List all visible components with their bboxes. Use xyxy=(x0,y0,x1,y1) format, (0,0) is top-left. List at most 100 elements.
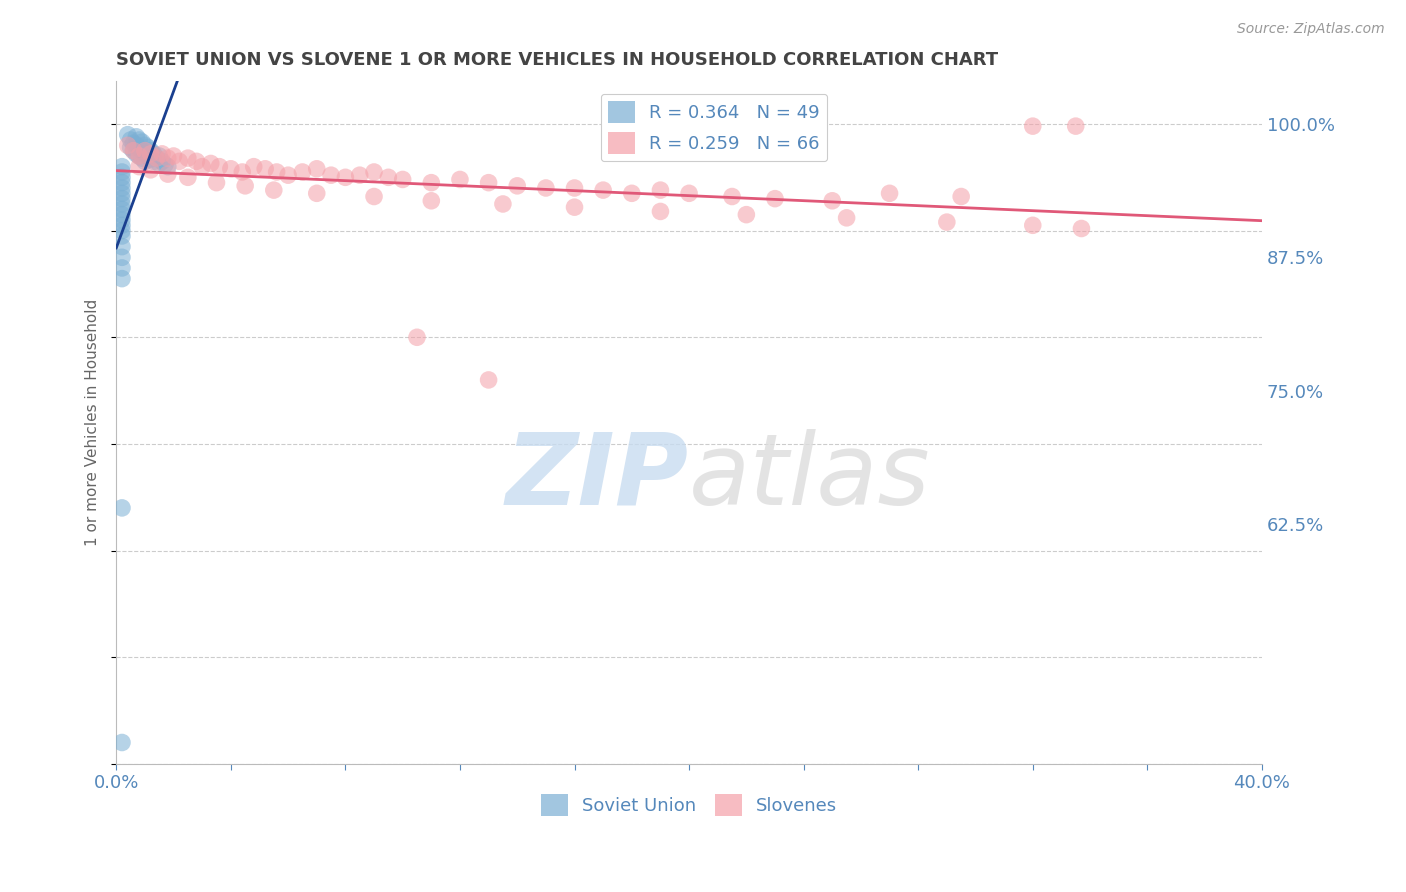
Text: SOVIET UNION VS SLOVENE 1 OR MORE VEHICLES IN HOUSEHOLD CORRELATION CHART: SOVIET UNION VS SLOVENE 1 OR MORE VEHICL… xyxy=(117,51,998,69)
Point xyxy=(125,146,148,161)
Point xyxy=(134,138,156,153)
Point xyxy=(111,170,134,185)
Point xyxy=(650,183,672,197)
Point xyxy=(169,154,191,169)
Point xyxy=(478,373,501,387)
Point xyxy=(134,146,156,161)
Point xyxy=(142,154,165,169)
Point xyxy=(277,168,299,182)
Point xyxy=(156,151,179,165)
Point xyxy=(156,160,179,174)
Point xyxy=(200,156,222,170)
Point xyxy=(242,160,264,174)
Point xyxy=(406,330,429,344)
Point xyxy=(233,178,256,193)
Point xyxy=(134,154,156,169)
Point xyxy=(150,154,173,169)
Y-axis label: 1 or more Vehicles in Household: 1 or more Vehicles in Household xyxy=(86,299,100,546)
Text: atlas: atlas xyxy=(689,429,931,525)
Point xyxy=(1022,219,1045,233)
Legend: Soviet Union, Slovenes: Soviet Union, Slovenes xyxy=(534,787,845,823)
Point xyxy=(254,161,277,176)
Point xyxy=(177,170,200,185)
Point xyxy=(449,172,471,186)
Point xyxy=(111,192,134,206)
Point xyxy=(950,189,973,203)
Point xyxy=(349,168,371,182)
Point xyxy=(156,167,179,181)
Point xyxy=(564,200,586,214)
Point xyxy=(219,161,242,176)
Point xyxy=(266,165,288,179)
Point xyxy=(131,151,153,165)
Point xyxy=(128,133,150,147)
Point xyxy=(148,149,170,163)
Point xyxy=(506,178,529,193)
Point xyxy=(420,176,443,190)
Point xyxy=(153,157,176,171)
Point xyxy=(111,735,134,749)
Point xyxy=(111,239,134,253)
Point xyxy=(721,189,744,203)
Point xyxy=(363,189,385,203)
Point xyxy=(120,133,142,147)
Point xyxy=(134,144,156,158)
Point xyxy=(131,135,153,149)
Point xyxy=(136,140,159,154)
Point xyxy=(208,160,231,174)
Point xyxy=(335,170,357,185)
Point xyxy=(377,170,399,185)
Point xyxy=(111,229,134,244)
Point xyxy=(122,144,145,158)
Point xyxy=(620,186,643,201)
Point xyxy=(534,181,557,195)
Point xyxy=(735,208,758,222)
Point xyxy=(142,146,165,161)
Point xyxy=(1022,119,1045,133)
Point xyxy=(145,151,167,165)
Point xyxy=(125,129,148,144)
Point xyxy=(111,213,134,227)
Point xyxy=(117,128,139,142)
Point xyxy=(1070,221,1092,235)
Point xyxy=(111,197,134,211)
Point xyxy=(111,181,134,195)
Point xyxy=(111,260,134,275)
Point xyxy=(564,181,586,195)
Point xyxy=(186,154,208,169)
Point xyxy=(139,162,162,177)
Point xyxy=(177,151,200,165)
Point xyxy=(139,146,162,161)
Point xyxy=(128,160,150,174)
Point xyxy=(128,149,150,163)
Point xyxy=(139,152,162,166)
Point xyxy=(305,161,328,176)
Point xyxy=(191,160,214,174)
Point xyxy=(139,144,162,158)
Point xyxy=(319,168,342,182)
Point xyxy=(111,202,134,217)
Point xyxy=(205,176,228,190)
Point xyxy=(148,156,170,170)
Point xyxy=(111,186,134,201)
Point xyxy=(111,219,134,233)
Point xyxy=(1064,119,1087,133)
Point xyxy=(391,172,413,186)
Point xyxy=(478,176,501,190)
Point xyxy=(592,183,614,197)
Point xyxy=(111,160,134,174)
Text: Source: ZipAtlas.com: Source: ZipAtlas.com xyxy=(1237,22,1385,37)
Point xyxy=(420,194,443,208)
Point xyxy=(263,183,285,197)
Point xyxy=(128,149,150,163)
Point xyxy=(492,197,515,211)
Point xyxy=(231,165,253,179)
Point xyxy=(125,138,148,153)
Point xyxy=(111,250,134,264)
Point xyxy=(678,186,700,201)
Point xyxy=(136,149,159,163)
Point xyxy=(162,149,184,163)
Point xyxy=(131,144,153,158)
Point xyxy=(879,186,901,201)
Point xyxy=(291,165,314,179)
